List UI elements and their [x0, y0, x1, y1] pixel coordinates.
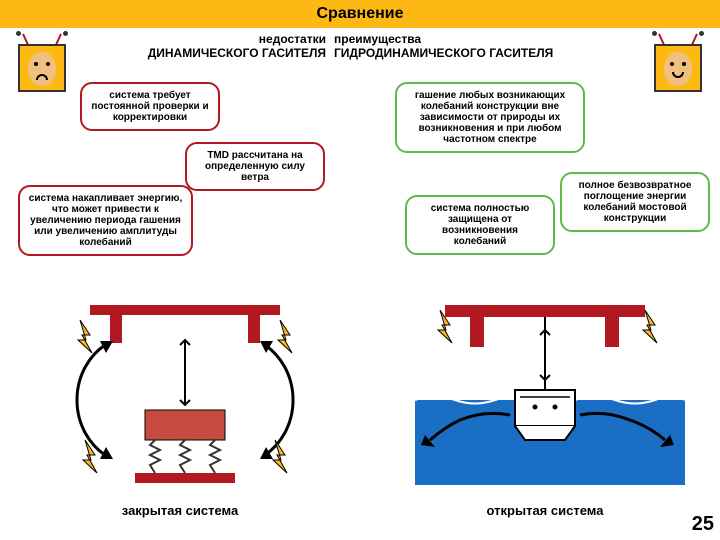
open-system-diagram [415, 285, 685, 490]
advantage-bubble-1: гашение любых возникающих колебаний конс… [395, 82, 585, 153]
subtitles: недостатки ДИНАМИЧЕСКОГО ГАСИТЕЛЯ преиму… [0, 32, 720, 60]
closed-system-diagram [50, 285, 310, 490]
sad-face-frame [18, 44, 66, 102]
disadvantage-bubble-2: TMD рассчитана на определенную силу ветр… [185, 142, 325, 191]
title-bar: Сравнение [0, 0, 720, 28]
disadvantage-bubble-1: система требует постоянной проверки и ко… [80, 82, 220, 131]
subtitle-right-top: преимущества [334, 32, 614, 46]
subtitle-left-top: недостатки [106, 32, 326, 46]
subtitle-left-bottom: ДИНАМИЧЕСКОГО ГАСИТЕЛЯ [106, 46, 326, 60]
disadvantage-bubble-3: система накапливает энергию, что может п… [18, 185, 193, 256]
advantage-bubble-3: полное безвозвратное поглощение энергии … [560, 172, 710, 232]
page-title: Сравнение [316, 5, 403, 23]
subtitle-right-bottom: ГИДРОДИНАМИЧЕСКОГО ГАСИТЕЛЯ [334, 46, 614, 60]
page-number: 25 [692, 513, 714, 536]
subtitle-advantages: преимущества ГИДРОДИНАМИЧЕСКОГО ГАСИТЕЛЯ [334, 32, 614, 60]
caption-open-system: открытая система [455, 503, 635, 518]
advantage-bubble-2: система полностью защищена от возникнове… [405, 195, 555, 255]
happy-face-frame [654, 44, 702, 102]
caption-closed-system: закрытая система [90, 503, 270, 518]
subtitle-disadvantages: недостатки ДИНАМИЧЕСКОГО ГАСИТЕЛЯ [106, 32, 326, 60]
